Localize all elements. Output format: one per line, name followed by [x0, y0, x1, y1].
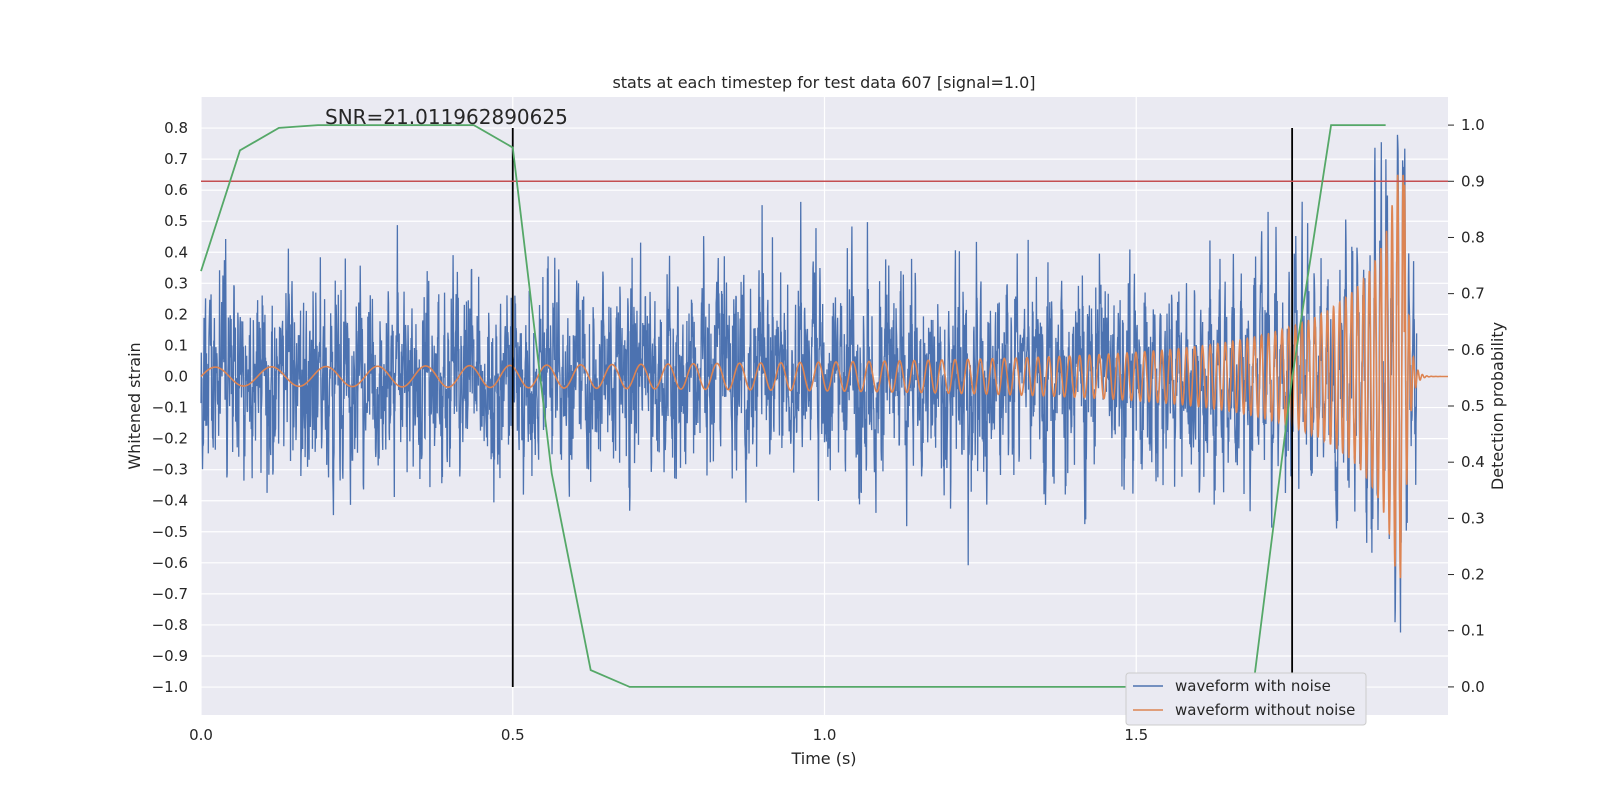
y-left-tick-label: 0.0	[164, 367, 188, 385]
y-axis-label-right: Detection probability	[1488, 322, 1507, 490]
y-left-tick-label: −0.9	[152, 647, 188, 665]
y-right-tick-label: 0.2	[1461, 566, 1485, 584]
y-right-tick-label: 0.5	[1461, 397, 1485, 415]
y-right-tick-label: 0.6	[1461, 341, 1485, 359]
x-tick-label: 0.0	[189, 726, 213, 744]
y-right-tick-label: 0.0	[1461, 678, 1485, 696]
y-left-tick-label: 0.4	[164, 243, 188, 261]
y-left-tick-label: −1.0	[152, 678, 188, 696]
y-right-tick-label: 0.8	[1461, 228, 1485, 246]
y-left-tick-label: −0.1	[152, 399, 188, 417]
series-line-clean	[200, 174, 1448, 579]
chart-title: stats at each timestep for test data 607…	[612, 73, 1035, 92]
legend-label-noisy: waveform with noise	[1175, 677, 1331, 695]
y-right-tick-label: 0.7	[1461, 285, 1485, 303]
x-tick-label: 0.5	[501, 726, 525, 744]
y-axis-label-left: Whitened strain	[125, 342, 144, 469]
y-left-tick-label: −0.5	[152, 523, 188, 541]
y-left-tick-label: 0.3	[164, 274, 188, 292]
series-line-noisy	[200, 134, 1418, 633]
y-left-tick-label: −0.8	[152, 616, 188, 634]
y-left-tick-label: 0.5	[164, 212, 188, 230]
x-tick-label: 1.5	[1124, 726, 1148, 744]
y-left-tick-label: 0.7	[164, 150, 188, 168]
y-right-tick-label: 1.0	[1461, 116, 1485, 134]
legend: waveform with noise waveform without noi…	[1125, 672, 1367, 726]
y-left-tick-label: −0.6	[152, 554, 188, 572]
y-left-tick-label: 0.2	[164, 305, 188, 323]
y-left-tick-label: 0.1	[164, 336, 188, 354]
y-left-tick-label: 0.6	[164, 181, 188, 199]
series-layer	[200, 124, 1448, 688]
y-right-tick-label: 0.3	[1461, 509, 1485, 527]
y-left-tick-label: −0.3	[152, 461, 188, 479]
ticks-layer: 0.8 0.7 0.6 0.5 0.4 0.3 0.2 0.1 0.0 −0.1 −0.2 −0.3 −…	[152, 116, 1485, 744]
x-axis-label: Time (s)	[790, 749, 856, 768]
y-right-tick-label: 0.4	[1461, 453, 1485, 471]
x-tick-label: 1.0	[813, 726, 837, 744]
y-left-tick-label: −0.4	[152, 492, 188, 510]
y-left-tick-label: −0.7	[152, 585, 188, 603]
legend-label-clean: waveform without noise	[1175, 701, 1355, 719]
y-left-tick-label: −0.2	[152, 430, 188, 448]
snr-annotation: SNR=21.011962890625	[325, 105, 568, 129]
y-right-tick-label: 0.9	[1461, 172, 1485, 190]
y-left-tick-label: 0.8	[164, 119, 188, 137]
y-right-tick-label: 0.1	[1461, 622, 1485, 640]
legend-box	[1125, 672, 1367, 726]
